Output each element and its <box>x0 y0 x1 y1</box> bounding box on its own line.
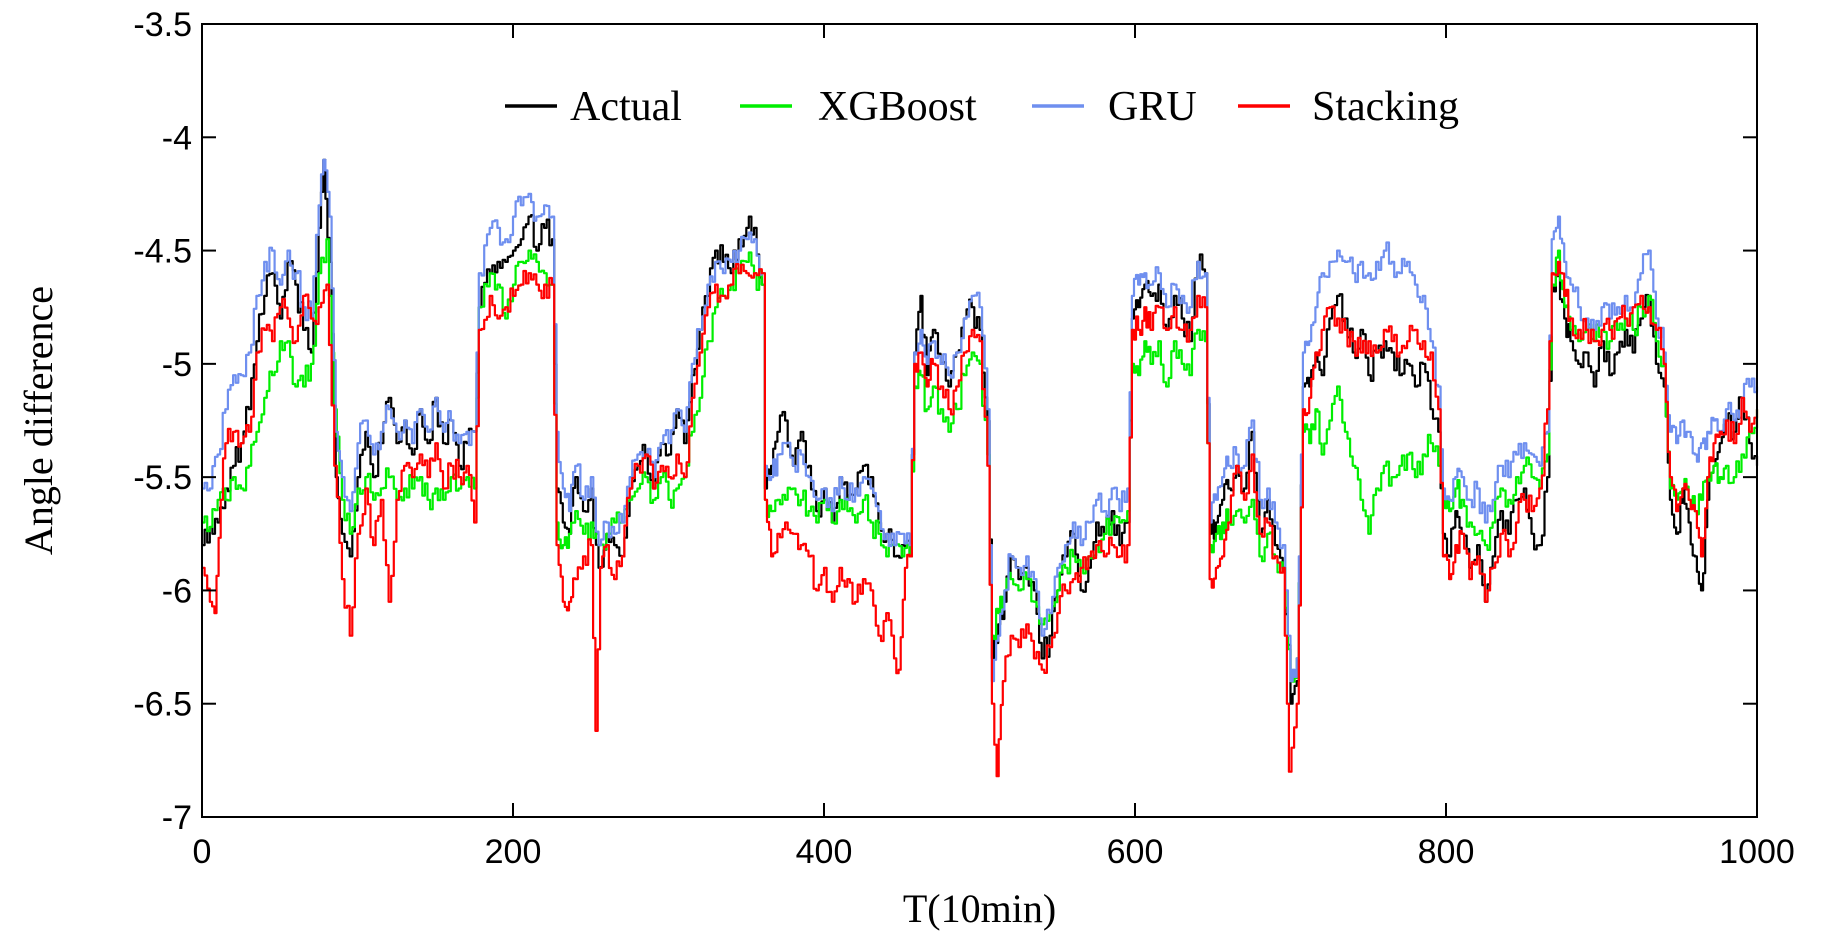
tick-labels-layer: 0 200 400 600 800 1000 -3.5 -4 -4.5 -5 -5.5 -6 -6.5 -… <box>133 6 1794 871</box>
x-tick-label: 200 <box>485 833 542 871</box>
y-tick-label: -3.5 <box>133 6 192 44</box>
series-line-stacking <box>202 260 1759 778</box>
ticks-layer <box>201 23 1758 818</box>
y-tick-label: -7 <box>162 799 192 837</box>
y-tick-label: -6 <box>162 572 192 610</box>
y-tick-label: -4 <box>162 119 192 157</box>
y-tick-label: -5 <box>162 346 192 384</box>
x-tick-label: 0 <box>193 833 212 871</box>
legend-label-actual: Actual <box>570 84 682 130</box>
legend-label-xgboost: XGBoost <box>818 84 977 130</box>
series-line-actual <box>202 158 1759 705</box>
y-axis-title: Angle difference <box>16 286 61 555</box>
x-tick-label: 1000 <box>1719 833 1795 871</box>
y-tick-label: -6.5 <box>133 686 192 724</box>
legend: Actual XGBoost GRU Stacking <box>505 84 1459 130</box>
legend-label-gru: GRU <box>1108 84 1197 130</box>
x-tick-label: 800 <box>1418 833 1475 871</box>
series-line-gru <box>202 158 1759 683</box>
series-layer <box>202 158 1759 778</box>
legend-label-stacking: Stacking <box>1312 84 1459 130</box>
x-tick-label: 600 <box>1107 833 1164 871</box>
x-axis-title: T(10min) <box>903 886 1056 931</box>
x-tick-label: 400 <box>796 833 853 871</box>
y-tick-label: -4.5 <box>133 233 192 271</box>
y-tick-label: -5.5 <box>133 459 192 497</box>
plot-frame <box>201 23 1758 818</box>
